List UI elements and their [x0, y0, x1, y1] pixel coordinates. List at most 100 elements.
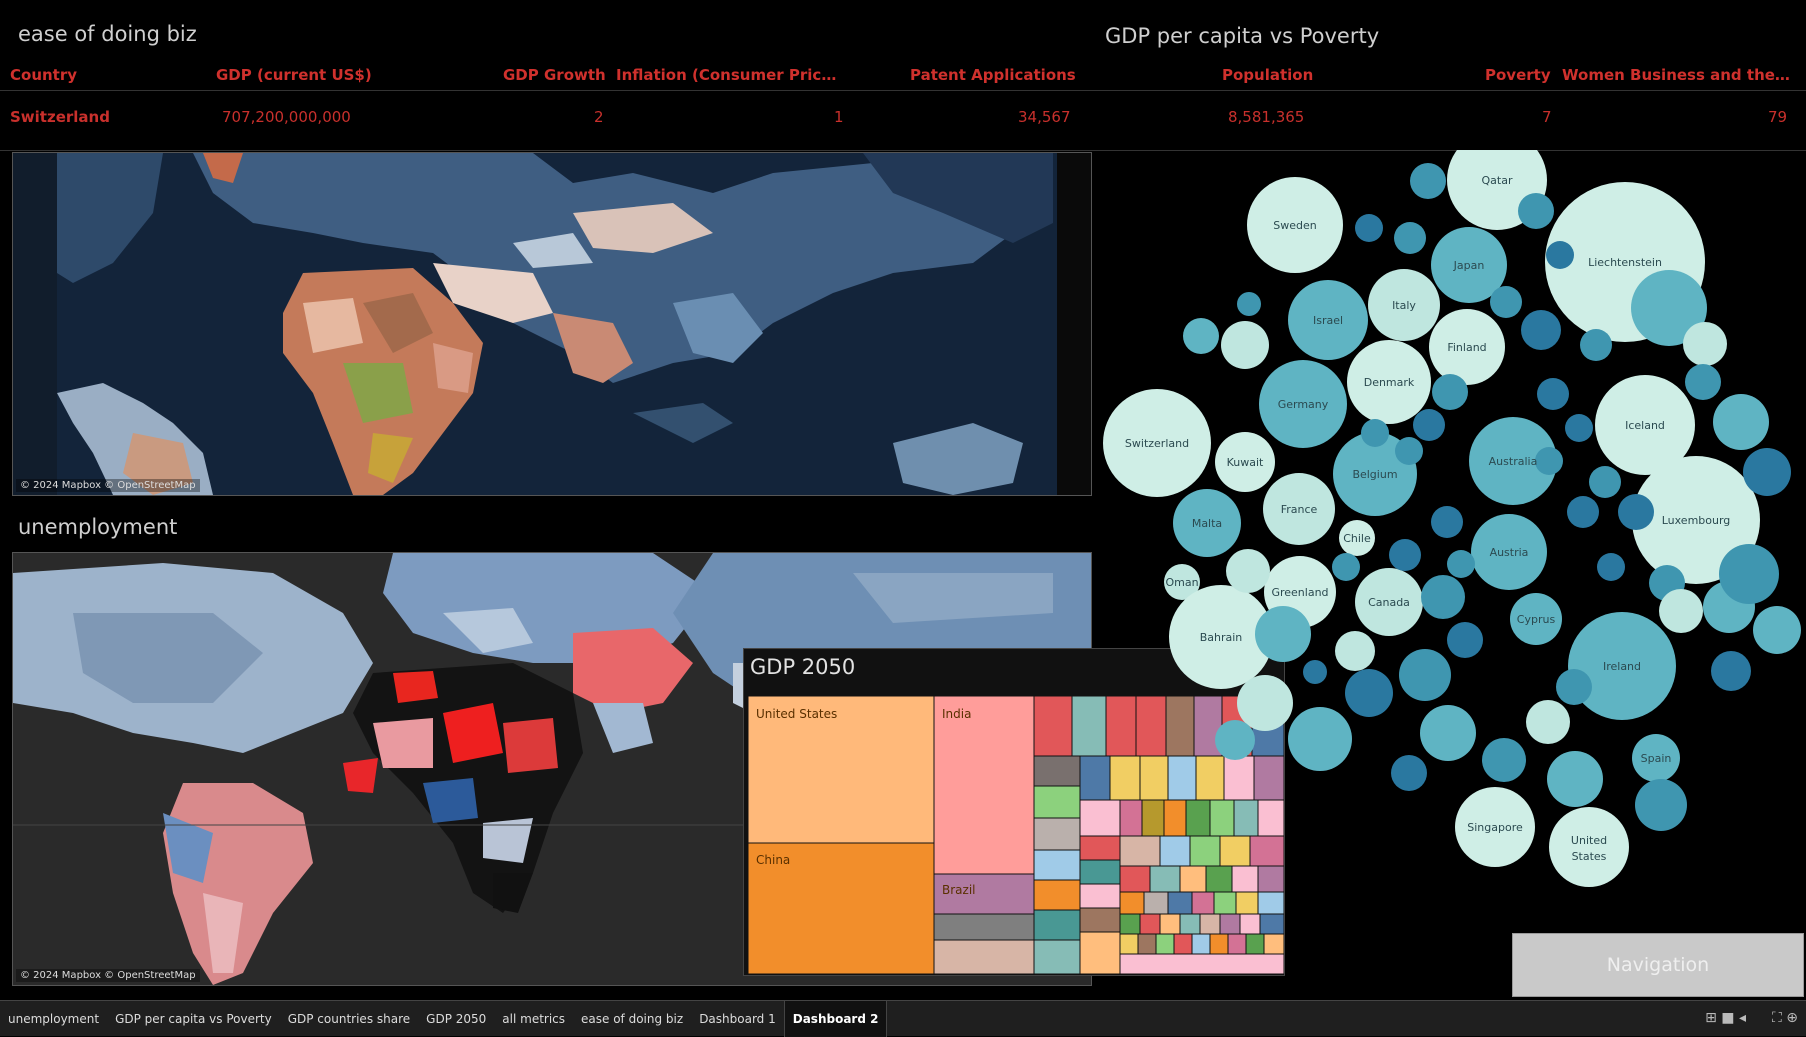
bubble[interactable] [1535, 447, 1563, 475]
gdp2050-treemap[interactable]: United States China India Brazil [748, 696, 1284, 974]
bubble[interactable] [1683, 322, 1727, 366]
bubble[interactable] [1753, 606, 1801, 654]
bubble[interactable] [1685, 364, 1721, 400]
bubble[interactable] [1432, 374, 1468, 410]
bubble[interactable] [1521, 310, 1561, 350]
bubble[interactable] [1237, 675, 1293, 731]
bubble[interactable] [1711, 651, 1751, 691]
bubble[interactable] [1526, 700, 1570, 744]
bubble[interactable] [1510, 593, 1562, 645]
bubble[interactable] [1431, 227, 1507, 303]
bubble[interactable] [1635, 779, 1687, 831]
bubble[interactable] [1421, 575, 1465, 619]
ease-map[interactable]: © 2024 Mapbox © OpenStreetMap [12, 152, 1092, 496]
bubble[interactable] [1288, 707, 1352, 771]
bubble[interactable] [1719, 544, 1779, 604]
bubble[interactable] [1263, 473, 1335, 545]
bubble[interactable] [1410, 163, 1446, 199]
bubble[interactable] [1103, 389, 1211, 497]
bubble[interactable] [1589, 466, 1621, 498]
sheet-tab-all-metrics[interactable]: all metrics [502, 1012, 566, 1026]
sheet-tab-gdp-countries-share[interactable]: GDP countries share [287, 1012, 411, 1026]
gdp2050-panel: GDP 2050 [743, 648, 1285, 976]
bubble[interactable] [1255, 606, 1311, 662]
ease-map-attribution[interactable]: © 2024 Mapbox © OpenStreetMap [16, 479, 200, 492]
bubble[interactable] [1173, 489, 1241, 557]
bubble[interactable] [1215, 432, 1275, 492]
bubble[interactable] [1455, 787, 1535, 867]
bubble[interactable] [1237, 292, 1261, 316]
bubble[interactable] [1631, 270, 1707, 346]
bubble[interactable] [1632, 734, 1680, 782]
bubble[interactable] [1556, 669, 1592, 705]
bubble[interactable] [1618, 494, 1654, 530]
bubble[interactable] [1595, 375, 1695, 475]
bubble[interactable] [1580, 329, 1612, 361]
bubble[interactable] [1339, 520, 1375, 556]
bubble[interactable] [1568, 612, 1676, 720]
bubble[interactable] [1355, 214, 1383, 242]
bubble[interactable] [1659, 589, 1703, 633]
bubble[interactable] [1490, 286, 1522, 318]
bubble[interactable] [1169, 585, 1273, 689]
sheet-tab-dashboard-1[interactable]: Dashboard 1 [699, 1012, 776, 1026]
bubble[interactable] [1597, 553, 1625, 581]
navigation-button[interactable]: Navigation [1512, 933, 1804, 997]
table-header-inflation: Inflation (Consumer Price... [616, 66, 846, 84]
bubble[interactable] [1347, 340, 1431, 424]
bubble[interactable] [1469, 417, 1557, 505]
view-toggle-icon[interactable]: ⊞ ■ ◂ [1705, 1010, 1746, 1026]
bubble[interactable] [1389, 539, 1421, 571]
bubble-label: Spain [1641, 752, 1672, 765]
bubble[interactable] [1482, 738, 1526, 782]
bubble[interactable] [1303, 660, 1327, 684]
bubble[interactable] [1431, 506, 1463, 538]
bubble[interactable] [1565, 414, 1593, 442]
bubble[interactable] [1361, 419, 1389, 447]
bubble[interactable] [1549, 807, 1629, 887]
bubble[interactable] [1215, 720, 1255, 760]
table-header-poverty: Poverty [1485, 66, 1551, 84]
bubble[interactable] [1368, 269, 1440, 341]
bubble[interactable] [1259, 360, 1347, 448]
bubble[interactable] [1471, 514, 1547, 590]
gdp-poverty-bubbles[interactable]: Qatar Sweden Japan Liechtenstein Italy Israel… [1090, 150, 1806, 910]
bubble[interactable] [1226, 549, 1270, 593]
bubble[interactable] [1221, 321, 1269, 369]
bubble[interactable] [1395, 437, 1423, 465]
sheet-tab-dashboard-2[interactable]: Dashboard 2 [783, 1001, 888, 1037]
treemap-label-brazil: Brazil [942, 883, 976, 897]
sheet-tab-unemployment[interactable]: unemployment [8, 1012, 100, 1026]
bubble[interactable] [1567, 496, 1599, 528]
bubble[interactable] [1537, 378, 1569, 410]
bubble[interactable] [1332, 553, 1360, 581]
bubble[interactable] [1394, 222, 1426, 254]
sheet-tab-gdp-2050[interactable]: GDP 2050 [426, 1012, 487, 1026]
bubble[interactable] [1429, 309, 1505, 385]
bubble[interactable] [1345, 669, 1393, 717]
bubble[interactable] [1164, 564, 1200, 600]
sheet-tab-gdp-per-capita-vs-poverty[interactable]: GDP per capita vs Poverty [115, 1012, 272, 1026]
bubble[interactable] [1447, 622, 1483, 658]
bubble[interactable] [1391, 755, 1427, 791]
bubble[interactable] [1288, 280, 1368, 360]
bubble[interactable] [1632, 456, 1760, 584]
fullscreen-icon[interactable]: ⛶ ⊕ [1772, 1010, 1798, 1026]
bubble[interactable] [1399, 649, 1451, 701]
bubble[interactable] [1547, 751, 1603, 807]
table-cell-country[interactable]: Switzerland [10, 108, 110, 126]
bubble[interactable] [1713, 394, 1769, 450]
bubble[interactable] [1335, 631, 1375, 671]
bubble[interactable] [1420, 705, 1476, 761]
bubble[interactable] [1447, 550, 1475, 578]
sheet-tabs: unemployment GDP per capita vs Poverty GDP… [0, 1001, 888, 1037]
unemployment-map-attribution[interactable]: © 2024 Mapbox © OpenStreetMap [16, 969, 200, 982]
bubble[interactable] [1355, 568, 1423, 636]
bubble[interactable] [1183, 318, 1219, 354]
sheet-tab-ease-of-doing-biz[interactable]: ease of doing biz [581, 1012, 684, 1026]
bubble[interactable] [1518, 193, 1554, 229]
bubble[interactable] [1743, 448, 1791, 496]
bubble[interactable] [1546, 241, 1574, 269]
bubble[interactable] [1413, 409, 1445, 441]
bubble[interactable] [1247, 177, 1343, 273]
